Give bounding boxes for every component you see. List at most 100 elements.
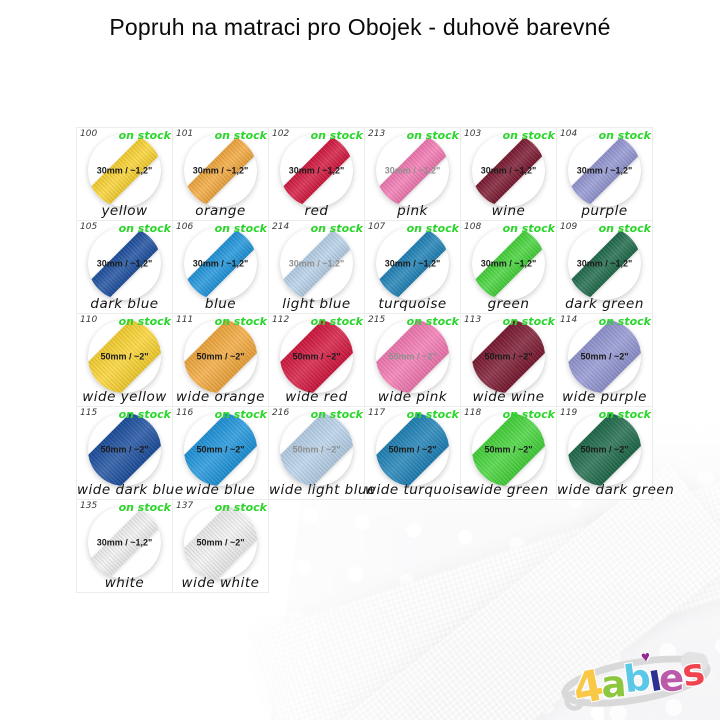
product-cell[interactable]: 135 on stock 30mm / ~1,2" white xyxy=(77,500,173,593)
product-cell[interactable]: 116 on stock 50mm / ~2" wide blue xyxy=(173,407,269,500)
logo-letter: s xyxy=(678,649,706,696)
product-code: 116 xyxy=(176,408,194,418)
logo-letter: e xyxy=(658,656,684,701)
product-code: 135 xyxy=(80,501,98,511)
stock-badge: on stock xyxy=(310,129,363,142)
product-cell[interactable]: 115 on stock 50mm / ~2" wide dark blue xyxy=(77,407,183,500)
product-grid: 100 on stock 30mm / ~1,2" yellow 101 on … xyxy=(76,127,674,593)
product-cell[interactable]: 102 on stock 30mm / ~1,2" red xyxy=(269,128,365,221)
product-cell[interactable]: 214 on stock 30mm / ~1.2" light blue xyxy=(269,221,365,314)
product-cell[interactable]: 215 on stock 50mm / ~2" wide pink xyxy=(365,314,461,407)
strap-size-label: 50mm / ~2" xyxy=(484,444,533,455)
product-cell[interactable]: 118 on stock 50mm / ~2" wide green xyxy=(461,407,557,500)
stock-badge: on stock xyxy=(598,408,651,421)
product-code: 107 xyxy=(368,222,386,232)
stock-badge: on stock xyxy=(118,315,171,328)
stock-badge: on stock xyxy=(118,222,171,235)
product-name: wine xyxy=(491,203,526,219)
strap-size-label: 50mm / ~2" xyxy=(196,444,245,455)
product-name: dark green xyxy=(565,296,644,312)
product-cell[interactable]: 109 on stock 30mm / ~1,2" dark green xyxy=(557,221,653,314)
product-name: wide light blue xyxy=(269,482,376,498)
brand-logo: 4abıes ♥ xyxy=(555,639,718,723)
product-cell[interactable]: 100 on stock 30mm / ~1,2" yellow xyxy=(77,128,173,221)
strap-size-label: 30mm / ~1,2" xyxy=(96,165,153,176)
stock-badge: on stock xyxy=(406,129,459,142)
strap-size-label: 30mm / ~1,2" xyxy=(192,165,249,176)
strap-size-label: 50mm / ~2" xyxy=(196,351,245,362)
product-code: 214 xyxy=(272,222,290,232)
product-name: wide green xyxy=(468,482,549,498)
stock-badge: on stock xyxy=(406,408,459,421)
stock-badge: on stock xyxy=(118,129,171,142)
strap-size-label: 30mm / ~1,2" xyxy=(288,165,345,176)
stock-badge: on stock xyxy=(310,315,363,328)
product-code: 213 xyxy=(368,129,386,139)
product-photo: 30mm / ~1.2" xyxy=(376,134,449,207)
stock-badge: on stock xyxy=(118,408,171,421)
product-cell[interactable]: 213 on stock 30mm / ~1.2" pink xyxy=(365,128,461,221)
product-cell[interactable]: 137 on stock 50mm / ~2" wide white xyxy=(173,500,269,593)
product-name: dark blue xyxy=(90,296,159,312)
product-code: 119 xyxy=(560,408,578,418)
product-photo: 50mm / ~2" xyxy=(88,413,161,486)
product-cell[interactable]: 216 on stock 50mm / ~2" wide light blue xyxy=(269,407,376,500)
product-photo: 30mm / ~1,2" xyxy=(88,506,161,579)
heart-icon: ♥ xyxy=(640,648,652,667)
product-name: wide red xyxy=(285,389,348,405)
product-code: 112 xyxy=(272,315,290,325)
product-name: purple xyxy=(581,203,628,219)
product-cell[interactable]: 112 on stock 50mm / ~2" wide red xyxy=(269,314,365,407)
product-cell[interactable]: 106 on stock 30mm / ~1,2" blue xyxy=(173,221,269,314)
strap-size-label: 50mm / ~2" xyxy=(196,537,245,548)
product-code: 109 xyxy=(560,222,578,232)
product-name: green xyxy=(487,296,530,312)
product-cell[interactable]: 111 on stock 50mm / ~2" wide orange xyxy=(173,314,269,407)
product-cell[interactable]: 108 on stock 30mm / ~1,2" green xyxy=(461,221,557,314)
product-cell[interactable]: 107 on stock 30mm / ~1,2" turquoise xyxy=(365,221,461,314)
product-name: wide purple xyxy=(562,389,647,405)
product-name: wide turquoise xyxy=(365,482,472,498)
product-name: blue xyxy=(204,296,237,312)
strap-size-label: 30mm / ~1.2" xyxy=(288,258,345,269)
product-cell[interactable]: 114 on stock 50mm / ~2" wide purple xyxy=(557,314,653,407)
product-cell[interactable]: 117 on stock 50mm / ~2" wide turquoise xyxy=(365,407,472,500)
product-name: wide orange xyxy=(176,389,265,405)
product-name: wide wine xyxy=(472,389,545,405)
strap-size-label: 50mm / ~2" xyxy=(580,351,629,362)
product-photo: 30mm / ~1,2" xyxy=(376,227,449,300)
product-code: 115 xyxy=(80,408,98,418)
strap-size-label: 30mm / ~1,2" xyxy=(192,258,249,269)
product-cell[interactable]: 104 on stock 30mm / ~1,2" purple xyxy=(557,128,653,221)
strap-size-label: 50mm / ~2" xyxy=(484,351,533,362)
product-code: 106 xyxy=(176,222,194,232)
stock-badge: on stock xyxy=(310,408,363,421)
product-photo: 30mm / ~1,2" xyxy=(472,227,545,300)
stock-badge: on stock xyxy=(406,315,459,328)
product-photo: 50mm / ~2" xyxy=(376,413,449,486)
strap-size-label: 50mm / ~2" xyxy=(100,351,149,362)
strap-size-label: 50mm / ~2" xyxy=(100,444,149,455)
product-cell[interactable]: 110 on stock 50mm / ~2" wide yellow xyxy=(77,314,173,407)
product-cell[interactable]: 119 on stock 50mm / ~2" wide dark green xyxy=(557,407,674,500)
stock-badge: on stock xyxy=(118,501,171,514)
product-code: 102 xyxy=(272,129,290,139)
product-photo: 30mm / ~1,2" xyxy=(88,227,161,300)
strap-size-label: 30mm / ~1,2" xyxy=(576,165,633,176)
product-cell[interactable]: 103 on stock 30mm / ~1,2" wine xyxy=(461,128,557,221)
product-cell[interactable]: 105 on stock 30mm / ~1,2" dark blue xyxy=(77,221,173,314)
strap-size-label: 30mm / ~1,2" xyxy=(384,258,441,269)
product-cell[interactable]: 113 on stock 50mm / ~2" wide wine xyxy=(461,314,557,407)
product-code: 137 xyxy=(176,501,194,511)
stock-badge: on stock xyxy=(214,222,267,235)
product-code: 215 xyxy=(368,315,386,325)
stock-badge: on stock xyxy=(214,129,267,142)
product-name: white xyxy=(104,575,145,591)
strap-size-label: 30mm / ~1,2" xyxy=(96,258,153,269)
stock-badge: on stock xyxy=(214,501,267,514)
product-code: 105 xyxy=(80,222,98,232)
product-code: 118 xyxy=(464,408,482,418)
product-cell[interactable]: 101 on stock 30mm / ~1,2" orange xyxy=(173,128,269,221)
strap-size-label: 50mm / ~2" xyxy=(388,444,437,455)
stock-badge: on stock xyxy=(502,129,555,142)
